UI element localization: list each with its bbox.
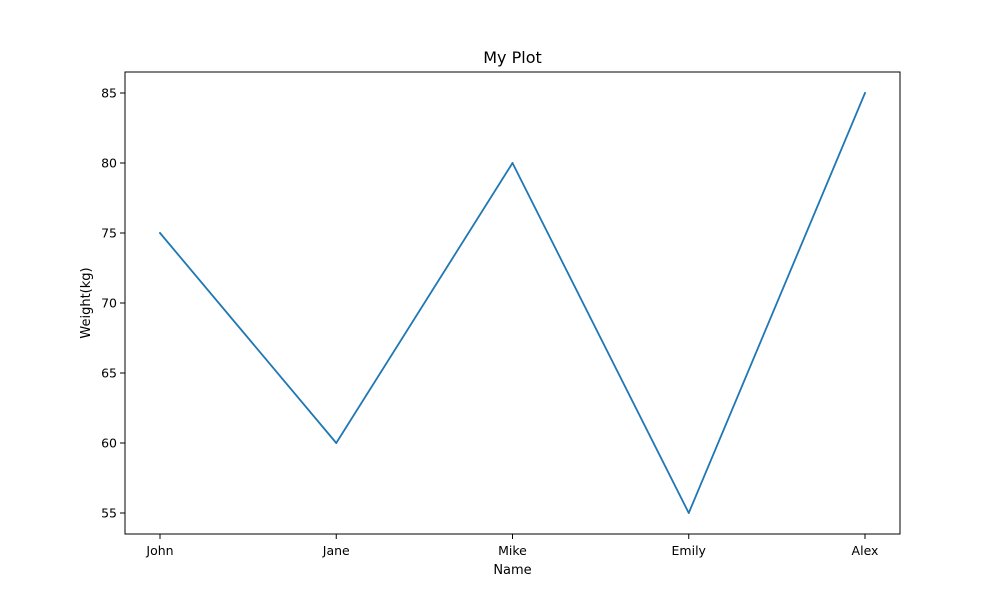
- x-tick-label: Alex: [852, 543, 879, 558]
- y-axis-label: Weight(kg): [79, 267, 94, 338]
- plot-area: 55 60 65 70 75 80 85 John Jane Mike Emily Alex: [101, 71, 901, 558]
- data-point: [159, 232, 161, 234]
- data-point: [335, 442, 338, 444]
- data-point: [864, 92, 866, 94]
- x-tick-label: John: [145, 543, 173, 558]
- x-tick-label: Emily: [672, 543, 707, 558]
- y-tick-label: 75: [101, 226, 117, 241]
- y-tick-label: 65: [101, 366, 117, 381]
- x-tick-label: Jane: [322, 543, 350, 558]
- chart-title: My Plot: [483, 48, 542, 67]
- y-tick-label: 70: [101, 296, 117, 311]
- y-tick-label: 55: [101, 506, 117, 521]
- x-axis-label: Name: [493, 563, 531, 578]
- y-tick-label: 80: [101, 156, 117, 171]
- y-tick-label: 60: [101, 436, 117, 451]
- data-point: [511, 162, 514, 164]
- y-axis: 55 60 65 70 75 80 85: [101, 86, 125, 521]
- y-tick-label: 85: [101, 86, 117, 101]
- series-layer: [159, 92, 866, 514]
- data-point: [687, 512, 690, 514]
- x-tick-label: Mike: [498, 543, 527, 558]
- x-axis: John Jane Mike Emily Alex: [145, 534, 878, 558]
